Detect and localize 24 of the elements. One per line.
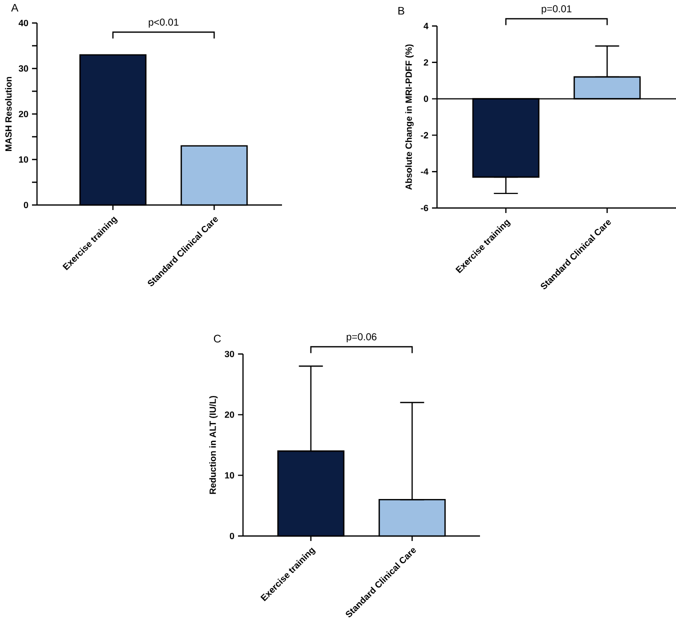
y-tick-label: 2 [424,59,428,66]
y-tick-label: 10 [19,156,28,163]
chart-title: B [398,6,404,14]
y-tick-label: 4 [424,22,428,30]
y-tick-label: 20 [224,411,234,418]
y-tick-label: 0 [24,202,28,208]
y-axis-title: Reduction in ALT (IU/L) [209,396,218,494]
y-tick-label: 30 [224,350,234,358]
y-tick-label: 40 [18,20,28,26]
chart-title: C [214,334,221,343]
annotation: p<0.01 [148,18,178,28]
y-tick-label: 20 [18,110,28,118]
text: p=0.06 [346,333,376,342]
text: p=0.01 [542,5,572,14]
y-tick-label: -6 [420,204,428,212]
y-tick-label: 0 [230,532,234,540]
y-axis-title: MASH Resolution [5,76,12,152]
chart-title: A [11,4,18,12]
y-axis-title: Absolute Change in MRI-PDFF (%) [405,44,414,190]
y-tick-label: 10 [225,472,234,479]
y-tick-label: 0 [424,96,428,102]
y-tick-label: -2 [420,132,428,138]
y-tick-label: 30 [18,65,28,72]
y-tick-label: -4 [420,168,428,175]
